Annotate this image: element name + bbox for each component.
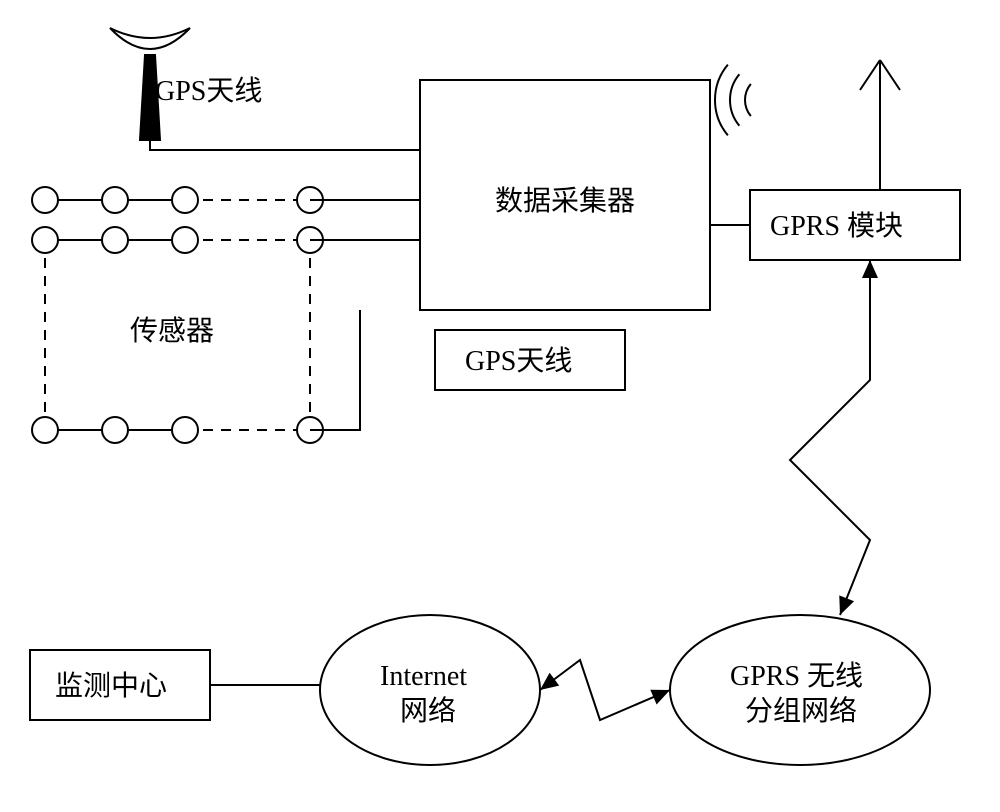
sensor-node [102, 187, 128, 213]
signal-arc [715, 65, 728, 136]
edge [150, 140, 420, 150]
gps-antenna-box-label: GPS天线 [465, 345, 572, 377]
sensor-node [172, 187, 198, 213]
data-collector-label: 数据采集器 [495, 185, 635, 217]
internet-label-bot: 网络 [400, 695, 456, 727]
gprs-module-label: GPRS 模块 [770, 210, 903, 242]
sensor-area-label: 传感器 [130, 315, 214, 347]
sensor-node [32, 417, 58, 443]
antenna-v [860, 60, 880, 90]
sensor-node [172, 417, 198, 443]
gprs-net-label-top: GPRS 无线 [730, 660, 863, 692]
edge [790, 260, 870, 615]
sensor-node [32, 187, 58, 213]
internet-label-top: Internet [380, 661, 467, 692]
sensor-node [102, 417, 128, 443]
sensor-node [32, 227, 58, 253]
sensor-grid [32, 187, 323, 443]
arrow-head-icon [540, 673, 559, 690]
signal-arc [730, 74, 739, 125]
sensor-node [102, 227, 128, 253]
signal-arc [745, 84, 751, 116]
antenna-v [880, 60, 900, 90]
gps-dish [110, 28, 190, 49]
gprs-net-label-bot: 分组网络 [745, 695, 857, 727]
system-diagram: GPS天线 数据采集器 GPRS 模块 GPS天线 监测中心 Internet … [0, 0, 1000, 812]
edge [310, 310, 360, 430]
arrow-head-icon [862, 260, 878, 278]
sensor-node [172, 227, 198, 253]
gps-antenna-label-top: GPS天线 [155, 75, 262, 107]
wireless-signal-icon [715, 60, 900, 190]
monitor-center-label: 监测中心 [55, 670, 167, 702]
